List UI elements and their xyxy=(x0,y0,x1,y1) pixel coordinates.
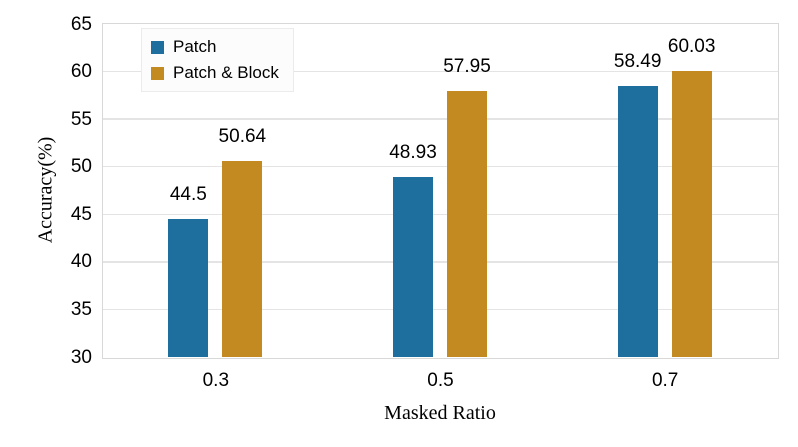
bar-patch-0.7 xyxy=(617,85,658,357)
plot-area: 44.5 50.64 48.93 57.95 58.49 60.03 xyxy=(102,23,779,359)
gridline-y-40 xyxy=(103,261,778,263)
gridline-y-60 xyxy=(103,70,778,73)
bar-patch-block-0.7 xyxy=(671,71,712,357)
bar-value-label-patch-block-0.3: 50.64 xyxy=(218,125,267,147)
x-tick-label-0.7: 0.7 xyxy=(651,370,679,391)
bar-value-label-patch-0.5: 48.93 xyxy=(389,141,437,163)
gridline-y-45 xyxy=(103,213,778,216)
y-tick-label-65: 65 xyxy=(70,13,92,35)
y-axis-title: Accuracy(%) xyxy=(34,136,57,244)
legend-item-patch-and-block: Patch & Block xyxy=(151,61,279,85)
bar-value-label-patch-block-0.7: 60.03 xyxy=(667,36,716,58)
y-tick-label-35: 35 xyxy=(70,298,92,320)
x-tick-label-0.3: 0.3 xyxy=(202,370,230,391)
bar-patch-0.3 xyxy=(168,219,209,357)
legend-item-patch: Patch xyxy=(151,35,279,59)
y-tick-label-55: 55 xyxy=(70,108,92,130)
gridline-y-55 xyxy=(103,118,778,120)
y-tick-label-45: 45 xyxy=(70,203,92,225)
legend-label-patch: Patch xyxy=(173,37,217,56)
bar-value-label-patch-0.3: 44.5 xyxy=(169,184,207,206)
x-tick-label-0.5: 0.5 xyxy=(427,370,454,391)
bar-value-label-patch-block-0.5: 57.95 xyxy=(443,56,491,78)
x-axis-title: Masked Ratio xyxy=(384,402,496,424)
bar-value-label-patch-0.7: 58.49 xyxy=(613,50,662,72)
y-tick-label-50: 50 xyxy=(70,156,92,178)
legend-swatch-patch-and-block xyxy=(151,66,164,80)
legend: Patch Patch & Block xyxy=(141,28,294,92)
y-tick-label-40: 40 xyxy=(70,251,92,273)
bar-patch-block-0.3 xyxy=(222,160,263,357)
bar-patch-0.5 xyxy=(393,176,433,357)
bar-patch-block-0.5 xyxy=(447,91,487,357)
legend-swatch-patch xyxy=(151,40,164,54)
gridline-y-35 xyxy=(103,308,778,311)
y-tick-label-30: 30 xyxy=(70,346,92,368)
y-tick-label-60: 60 xyxy=(70,61,92,83)
gridline-y-50 xyxy=(103,165,778,168)
legend-label-patch-and-block: Patch & Block xyxy=(173,63,279,82)
